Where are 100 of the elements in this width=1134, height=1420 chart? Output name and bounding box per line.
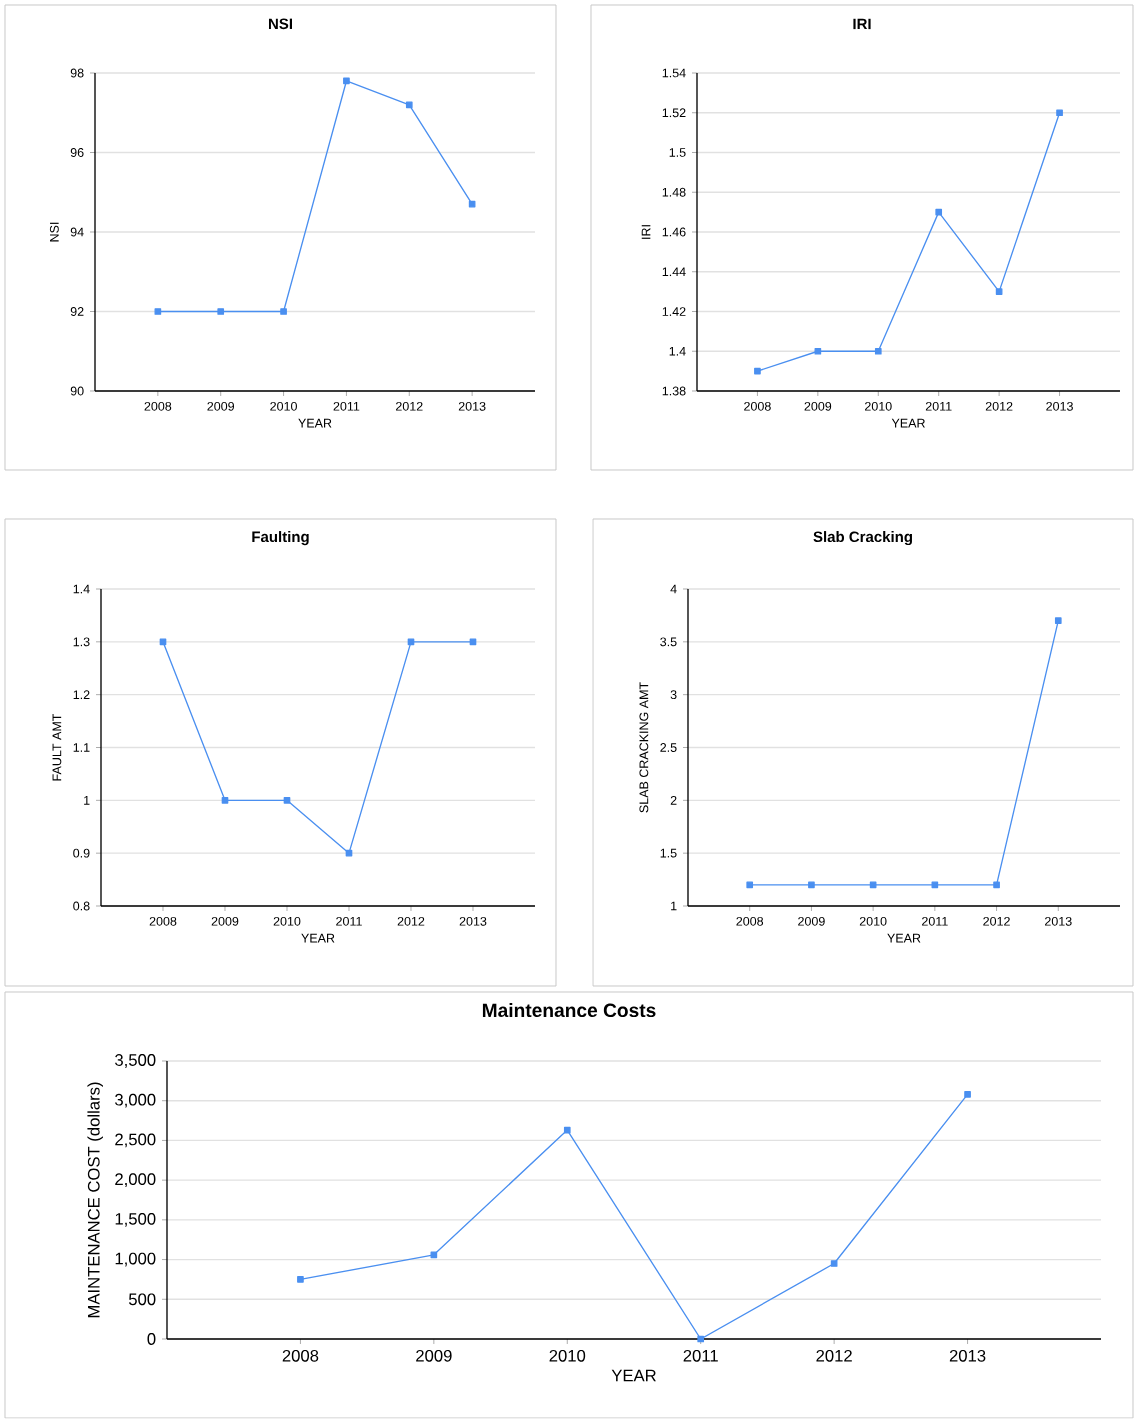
x-tick-label: 2009 [207, 401, 235, 411]
y-axis-title: SLAB CRACKING AMT [639, 682, 649, 813]
point [935, 208, 943, 216]
y-tick-label: 1.3 [73, 637, 90, 647]
x-tick-label: 2010 [549, 1349, 586, 1362]
x-tick-label: 2008 [149, 916, 177, 926]
point [468, 200, 476, 208]
point [995, 288, 1003, 295]
y-axis-title: MAINTENANCE COST (dollars) [87, 1082, 103, 1318]
y-tick-label: 1.2 [73, 690, 90, 700]
chart-title: Maintenance Costs [482, 1003, 656, 1018]
x-tick-label: 2011 [925, 401, 952, 411]
y-tick-label: 90 [70, 386, 84, 396]
x-tick-label: 2009 [798, 916, 825, 926]
point [430, 1251, 438, 1259]
x-tick-label: 2011 [922, 916, 948, 926]
y-tick-label: 3.5 [660, 637, 677, 647]
x-axis-title: YEAR [887, 933, 921, 943]
chart-title: IRI [853, 18, 871, 30]
x-tick-label: 2013 [459, 916, 487, 926]
x-tick-label: 2012 [816, 1349, 852, 1362]
y-tick-label: 3 [670, 690, 677, 700]
x-tick-label: 2011 [336, 916, 362, 926]
y-tick-label: 1 [671, 901, 677, 911]
x-tick-label: 2012 [396, 401, 423, 411]
y-tick-label: 1.44 [662, 267, 686, 277]
x-tick-label: 2010 [270, 401, 297, 411]
point [874, 347, 882, 355]
y-tick-label: 1 [84, 796, 90, 805]
point [405, 101, 413, 109]
x-tick-label: 2011 [683, 1349, 718, 1362]
y-tick-label: 2.5 [660, 743, 677, 752]
y-tick-label: 1,500 [115, 1212, 156, 1227]
x-tick-label: 2008 [744, 401, 771, 411]
y-tick-label: 1.4 [669, 346, 686, 356]
x-axis-title: YEAR [611, 1369, 656, 1382]
x-tick-label: 2011 [333, 401, 360, 411]
x-tick-label: 2009 [211, 916, 239, 926]
y-tick-label: 1.5 [669, 148, 686, 157]
y-tick-label: 2 [670, 795, 677, 805]
y-tick-label: 3,000 [115, 1093, 156, 1108]
x-tick-label: 2012 [983, 916, 1010, 926]
x-axis-title: YEAR [298, 418, 332, 428]
y-tick-label: 0.9 [73, 848, 90, 858]
y-tick-label: 1.4 [73, 584, 90, 594]
y-tick-label: 94 [70, 227, 84, 237]
y-tick-label: 500 [128, 1293, 156, 1306]
x-tick-label: 2013 [1045, 916, 1072, 926]
point [697, 1335, 705, 1343]
y-tick-label: 1.38 [662, 386, 686, 396]
x-tick-label: 2008 [144, 401, 172, 411]
point [283, 796, 291, 804]
y-tick-label: 98 [70, 68, 84, 78]
x-tick-label: 2009 [416, 1349, 452, 1362]
y-tick-label: 2,500 [115, 1133, 156, 1148]
y-tick-label: 1.5 [660, 848, 677, 858]
x-axis-title: YEAR [891, 418, 925, 428]
point [154, 308, 162, 315]
x-axis-title: YEAR [301, 933, 335, 943]
x-tick-label: 2013 [1046, 401, 1073, 411]
point [221, 796, 229, 804]
chart-title: Slab Cracking [813, 531, 912, 546]
chart-title: Faulting [252, 531, 309, 546]
y-tick-label: 0.8 [73, 901, 90, 911]
point [280, 308, 287, 315]
point [830, 1260, 838, 1267]
chart-title: NSI [268, 18, 292, 30]
y-tick-label: 4 [670, 584, 677, 594]
x-tick-label: 2010 [865, 401, 892, 411]
point [964, 1091, 971, 1098]
y-tick-label: 92 [70, 307, 84, 316]
point [297, 1276, 304, 1283]
x-tick-label: 2009 [804, 401, 832, 411]
x-tick-label: 2012 [985, 401, 1013, 411]
x-tick-label: 2008 [282, 1349, 319, 1362]
y-axis-title: NSI [49, 222, 59, 242]
y-tick-label: 2,000 [115, 1173, 156, 1188]
y-tick-label: 3,500 [115, 1054, 156, 1068]
y-tick-label: 1,000 [115, 1252, 156, 1267]
y-tick-label: 1.1 [73, 743, 90, 752]
y-axis-title: IRI [641, 225, 651, 239]
x-tick-label: 2013 [949, 1349, 986, 1362]
x-tick-label: 2012 [397, 916, 425, 926]
point [563, 1126, 571, 1134]
y-tick-label: 96 [70, 148, 84, 157]
y-tick-label: 1.48 [662, 187, 686, 197]
point [217, 308, 225, 315]
y-tick-label: 1.54 [662, 68, 686, 78]
point [1056, 109, 1063, 117]
point [343, 77, 350, 85]
point [754, 367, 761, 375]
point [814, 347, 822, 355]
y-axis-title: FAULT AMT [52, 713, 62, 781]
x-tick-label: 2008 [736, 916, 764, 926]
y-tick-label: 1.52 [662, 108, 686, 118]
y-tick-label: 1.42 [662, 307, 686, 316]
x-tick-label: 2013 [458, 401, 486, 411]
x-tick-label: 2010 [859, 916, 887, 926]
x-tick-label: 2010 [273, 916, 301, 926]
y-tick-label: 1.46 [662, 227, 686, 237]
